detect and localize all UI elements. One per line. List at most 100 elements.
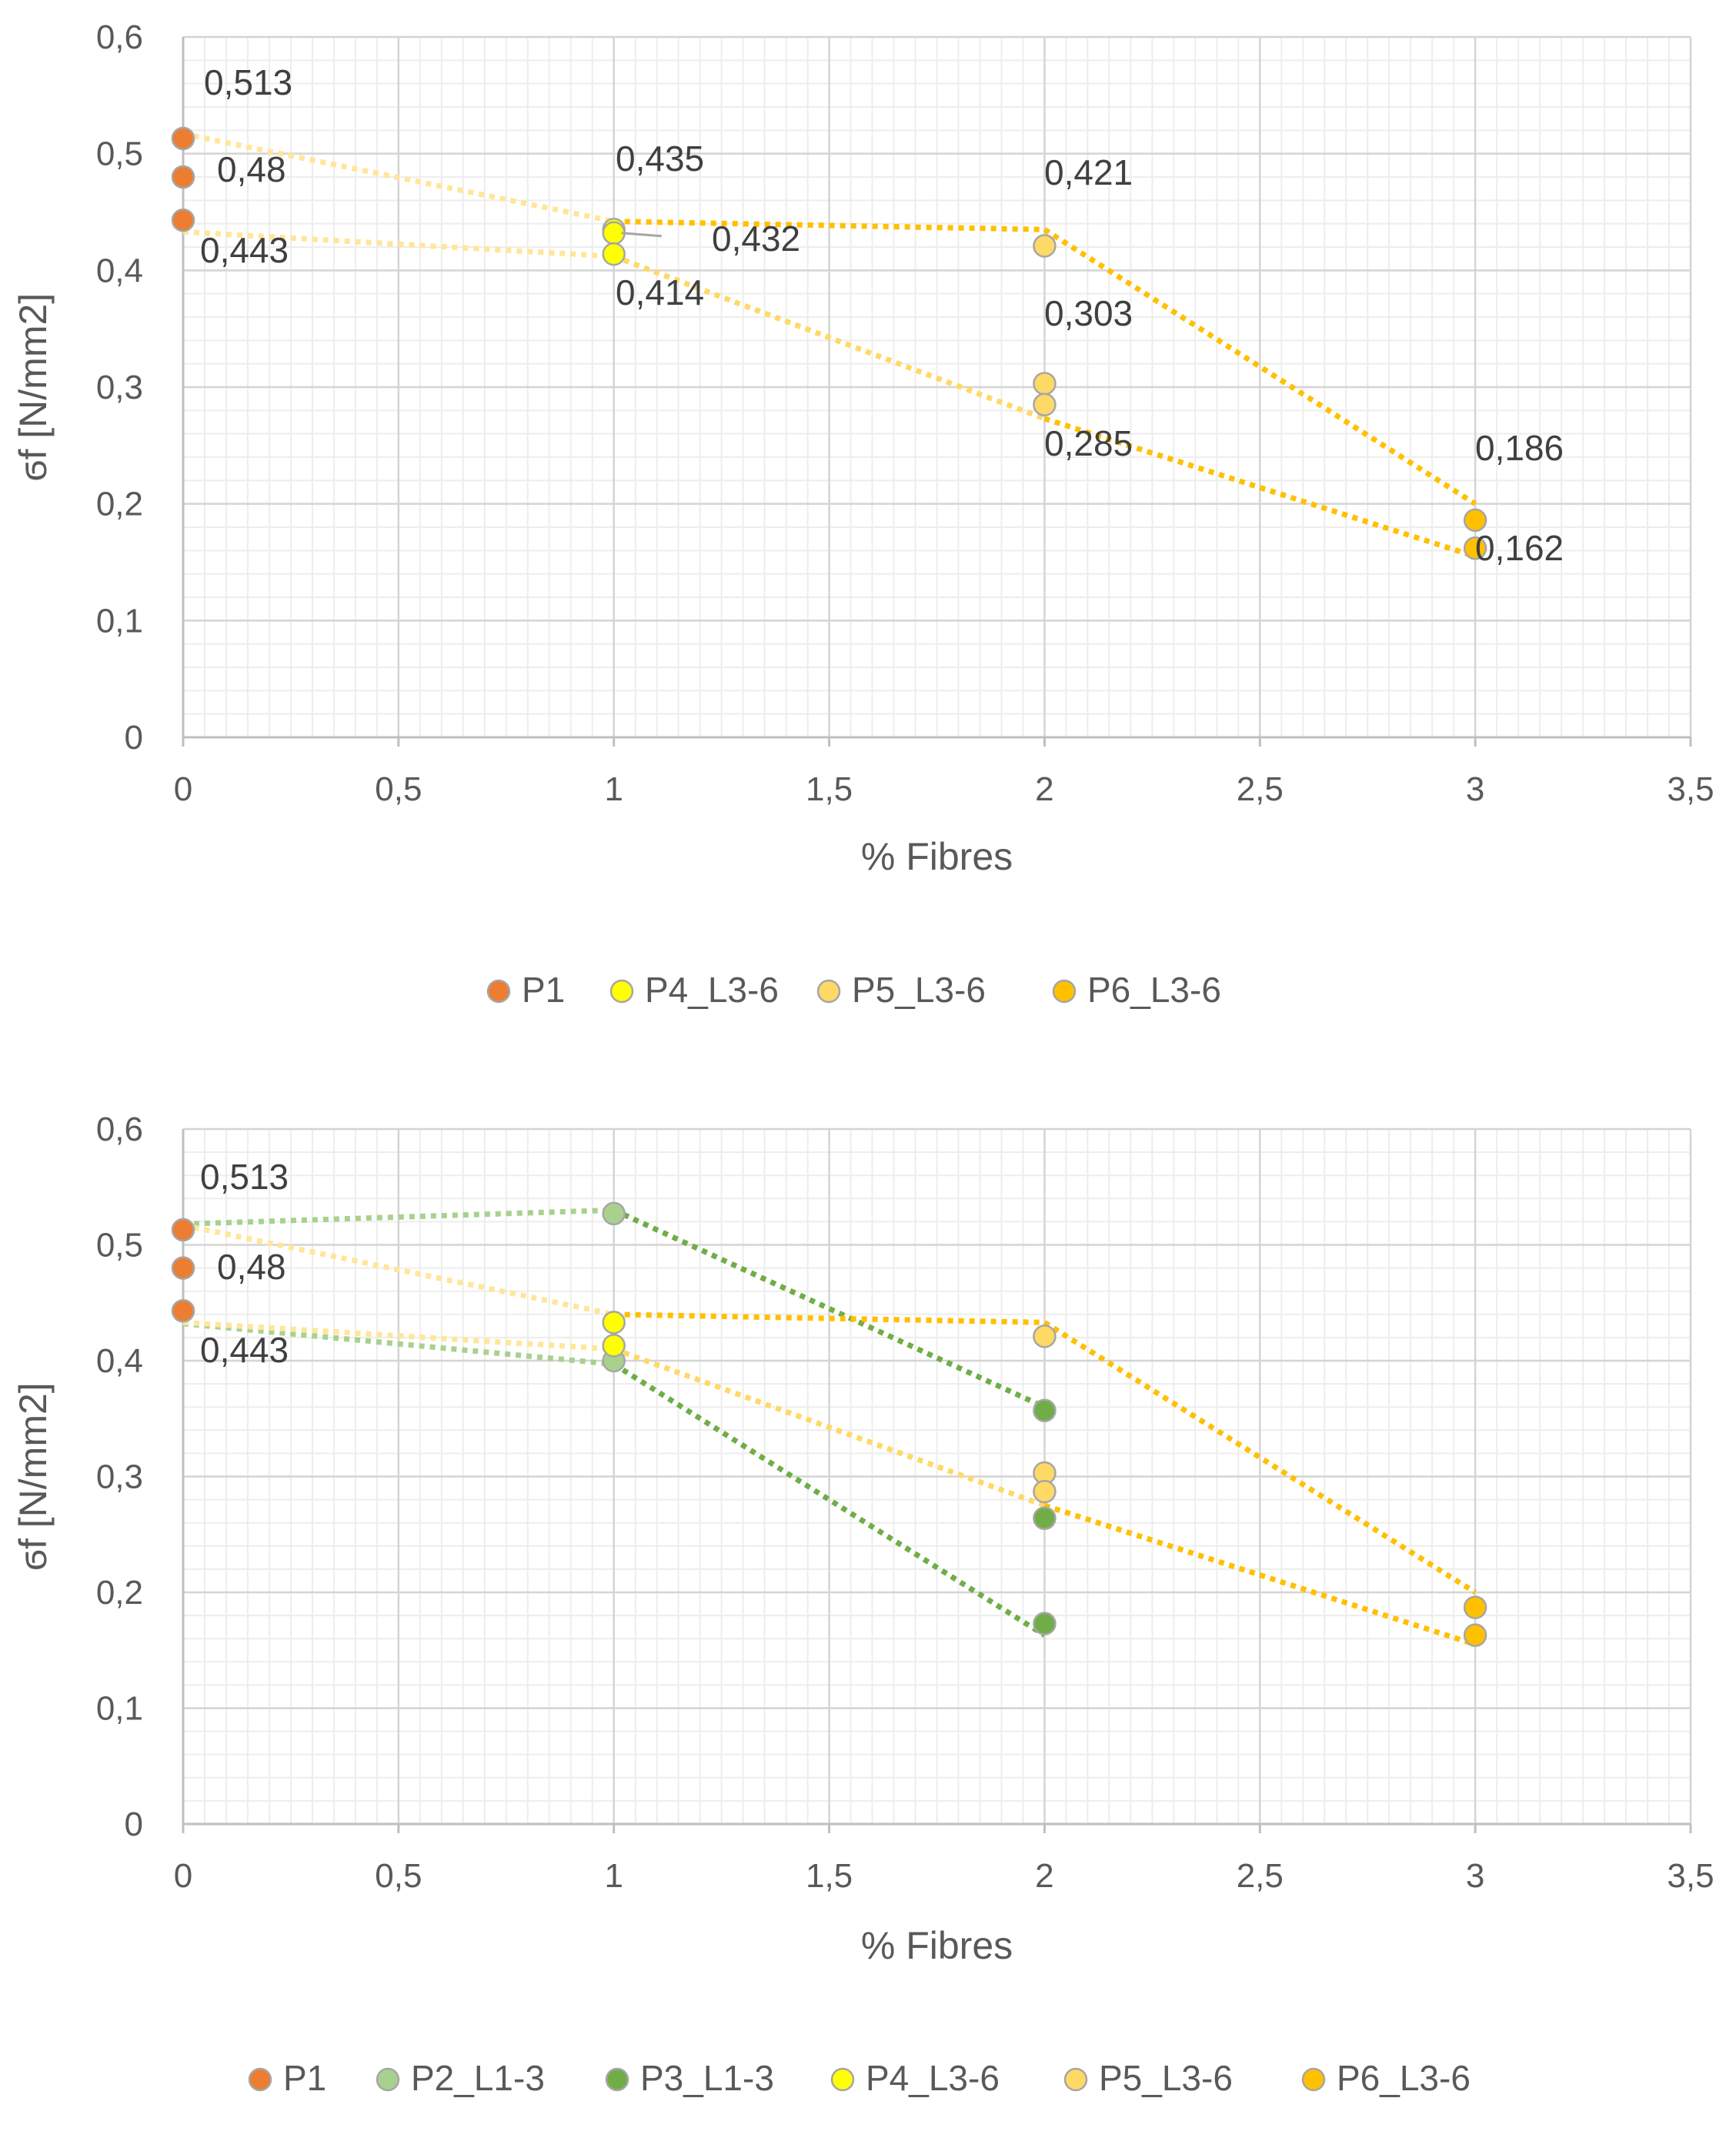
y-axis-title: ϭf [N/mm2] bbox=[12, 293, 55, 481]
trendline bbox=[613, 219, 1045, 232]
data-point bbox=[602, 1334, 626, 1358]
data-point bbox=[1033, 1612, 1057, 1635]
data-point bbox=[602, 242, 626, 266]
trendline bbox=[182, 1207, 614, 1227]
data-point bbox=[1033, 1506, 1057, 1530]
x-tick-label: 1 bbox=[604, 770, 623, 808]
legend-marker bbox=[1052, 979, 1077, 1004]
legend-label: P1 bbox=[522, 970, 565, 1010]
data-label: 0,186 bbox=[1475, 428, 1564, 468]
x-tick-label: 3,5 bbox=[1667, 770, 1714, 808]
x-tick-label: 0 bbox=[174, 770, 192, 808]
legend-label: P1 bbox=[283, 2058, 326, 2098]
x-tick-label: 1 bbox=[604, 1857, 623, 1895]
y-tick-label: 0,6 bbox=[96, 18, 143, 56]
legend-marker bbox=[1301, 2067, 1326, 2092]
series-P4_L3-6 bbox=[602, 218, 626, 266]
data-point bbox=[1463, 1623, 1487, 1647]
trendline bbox=[1043, 227, 1477, 506]
x-tick-label: 1,5 bbox=[806, 1857, 853, 1895]
legend-marker bbox=[830, 2067, 855, 2092]
legend-label: P5_L3-6 bbox=[1099, 2058, 1233, 2098]
y-tick-label: 0,5 bbox=[96, 1227, 143, 1264]
data-label: 0,48 bbox=[217, 149, 286, 189]
trendline bbox=[613, 1208, 1046, 1410]
data-point bbox=[1033, 1479, 1057, 1504]
series-P5_L3-6 bbox=[1033, 1325, 1057, 1504]
series-P4_L3-6 bbox=[602, 1311, 626, 1358]
data-point bbox=[171, 1256, 195, 1280]
data-point bbox=[602, 1201, 626, 1226]
chart-2: 0 0,5 1 1,5 2 2,5 3 3,5 0 0,1 0,2 0,3 0,4 0,5 0,6 % Fib… bbox=[12, 1111, 1714, 2098]
data-label: 0,432 bbox=[712, 219, 800, 259]
x-tick-label: 1,5 bbox=[806, 770, 853, 808]
data-point bbox=[171, 165, 195, 189]
legend-label: P6_L3-6 bbox=[1087, 970, 1221, 1010]
series-P6_L3-6 bbox=[1463, 508, 1487, 560]
legend-label: P2_L1-3 bbox=[411, 2058, 545, 2098]
grid bbox=[183, 1127, 1692, 1824]
data-label: 0,162 bbox=[1475, 528, 1564, 568]
legend-marker bbox=[1063, 2067, 1088, 2092]
data-label: 0,303 bbox=[1044, 293, 1133, 333]
trendline bbox=[1043, 1502, 1477, 1648]
data-label: 0,414 bbox=[616, 272, 704, 312]
data-point bbox=[1463, 1595, 1487, 1619]
legend-marker bbox=[376, 2067, 400, 2092]
legend: P1 P4_L3-6 P5_L3-6 P6_L3-6 bbox=[486, 970, 1221, 1010]
data-point bbox=[602, 1311, 626, 1335]
data-point bbox=[171, 1218, 195, 1242]
legend: P1 P2_L1-3 P3_L1-3 P4_L3-6 P5_L3-6 P6_L3-6 bbox=[248, 2058, 1471, 2098]
series-P5_L3-6 bbox=[1033, 234, 1057, 416]
trendline bbox=[612, 1361, 1047, 1638]
legend-label: P6_L3-6 bbox=[1337, 2058, 1471, 2098]
trendline bbox=[182, 131, 615, 225]
data-point bbox=[602, 221, 626, 246]
y-tick-label: 0,3 bbox=[96, 1458, 143, 1496]
series-P1 bbox=[171, 126, 195, 232]
leader-line bbox=[621, 232, 662, 238]
data-label: 0,443 bbox=[200, 1330, 289, 1370]
x-tick-label: 2,5 bbox=[1237, 770, 1284, 808]
x-tick-label: 3 bbox=[1466, 1857, 1484, 1895]
legend-label: P5_L3-6 bbox=[852, 970, 986, 1010]
x-tick-label: 3 bbox=[1466, 770, 1484, 808]
data-point bbox=[171, 1299, 195, 1323]
trendline bbox=[613, 1311, 1045, 1325]
y-tick-label: 0,1 bbox=[96, 602, 143, 640]
trendline bbox=[1043, 1320, 1477, 1595]
trendline bbox=[613, 1346, 1046, 1508]
y-tick-label: 0,2 bbox=[96, 486, 143, 523]
x-axis-title: % Fibres bbox=[861, 1924, 1013, 1967]
grid bbox=[183, 35, 1692, 737]
data-label: 0,435 bbox=[616, 139, 704, 179]
data-point bbox=[1033, 1398, 1057, 1422]
y-tick-label: 0 bbox=[125, 719, 143, 757]
y-axis-title: ϭf [N/mm2] bbox=[12, 1382, 55, 1570]
trendline bbox=[613, 253, 1046, 422]
data-point bbox=[1033, 1325, 1057, 1348]
legend-label: P3_L1-3 bbox=[640, 2058, 774, 2098]
data-label: 0,421 bbox=[1044, 152, 1133, 192]
x-tick-label: 0,5 bbox=[375, 1857, 422, 1895]
data-point bbox=[1033, 372, 1057, 396]
series-P1 bbox=[171, 1218, 195, 1323]
y-tick-label: 0,3 bbox=[96, 369, 143, 406]
y-tick-label: 0 bbox=[125, 1806, 143, 1843]
x-tick-label: 2 bbox=[1035, 1857, 1053, 1895]
series-P3_L1-3 bbox=[1033, 1398, 1057, 1635]
data-point bbox=[171, 208, 195, 232]
x-tick-label: 3,5 bbox=[1667, 1857, 1714, 1895]
legend-marker bbox=[486, 979, 511, 1004]
data-label: 0,48 bbox=[217, 1247, 286, 1287]
data-point bbox=[171, 126, 195, 151]
data-label: 0,513 bbox=[200, 1157, 289, 1197]
y-tick-label: 0,2 bbox=[96, 1574, 143, 1612]
y-tick-label: 0,4 bbox=[96, 252, 143, 289]
y-tick-label: 0,6 bbox=[96, 1111, 143, 1148]
data-label: 0,285 bbox=[1044, 423, 1133, 463]
y-tick-label: 0,5 bbox=[96, 135, 143, 173]
x-tick-label: 0,5 bbox=[375, 770, 422, 808]
trendline bbox=[182, 1319, 614, 1352]
